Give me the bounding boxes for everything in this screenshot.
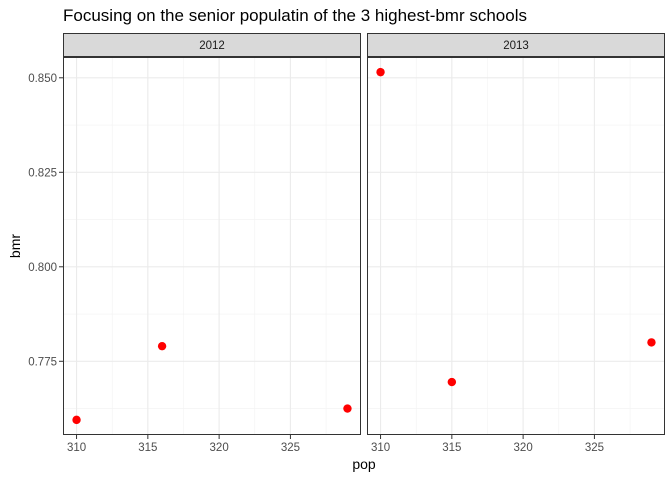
- facet-strip-label: 2012: [199, 40, 225, 52]
- data-point: [647, 338, 656, 347]
- x-tick-label: 320: [210, 442, 229, 454]
- data-point: [72, 415, 81, 425]
- x-tick-label: 320: [514, 442, 533, 454]
- data-point: [376, 67, 385, 77]
- y-tick-label: 0.825: [28, 167, 57, 179]
- x-tick-label: 310: [67, 442, 86, 454]
- data-point: [157, 341, 167, 351]
- x-tick-label: 315: [442, 442, 461, 454]
- x-tick-label: 325: [281, 442, 300, 454]
- facet-strip: [367, 33, 665, 57]
- x-tick-label: 310: [371, 442, 390, 454]
- y-axis-title: bmr: [7, 234, 23, 258]
- panel-border: [367, 57, 665, 435]
- panel-border: [63, 57, 361, 435]
- facet-panel-2012: 2012 310 315 320 325: [63, 33, 361, 454]
- panel-background: [367, 57, 665, 435]
- facet-strip: [63, 33, 361, 57]
- facet-panel-2013: 2013 310 315 320 325: [367, 33, 665, 454]
- data-point: [343, 404, 352, 413]
- panel-background: [63, 57, 361, 435]
- x-tick-label: 315: [138, 442, 157, 454]
- facet-strip-label: 2013: [503, 40, 529, 52]
- y-tick-label: 0.850: [28, 73, 57, 85]
- data-point: [447, 377, 457, 387]
- x-tick-label: 325: [585, 442, 604, 454]
- y-tick-label: 0.775: [28, 356, 57, 368]
- y-tick-label: 0.800: [28, 262, 57, 274]
- x-axis-title: pop: [352, 456, 376, 472]
- chart-title: Focusing on the senior populatin of the …: [63, 6, 527, 25]
